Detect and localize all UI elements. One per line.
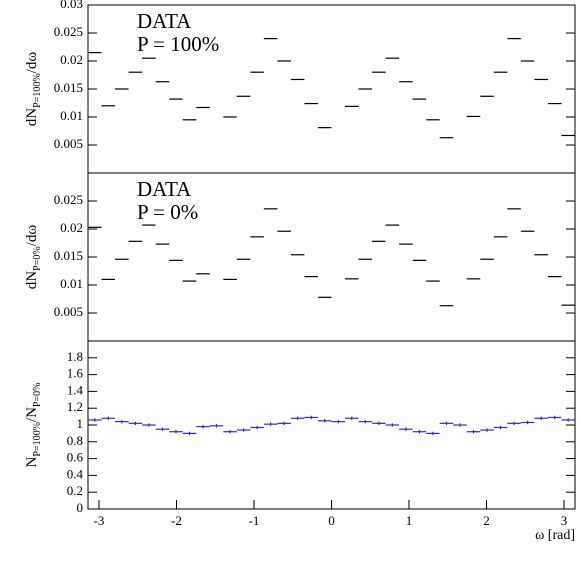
y-axis-title: dNP=0%/dω [24,225,43,290]
x-tick-label: 0 [328,513,335,528]
x-axis-title: ω [rad] [535,528,575,543]
plot-frame [87,340,576,510]
y-tick-label: 0.2 [67,483,83,498]
y-tick-label: 0.4 [67,466,84,481]
y-tick-label: 0.02 [60,220,83,235]
y-tick-label: 1 [77,416,84,431]
y-axis-title: dNP=100%/dω [24,52,43,127]
annotation: P = 100% [137,32,219,56]
y-tick-label: 0.015 [54,80,83,95]
y-tick-label: 0.01 [60,276,83,291]
y-tick-label: 0.015 [54,248,83,263]
annotation: DATA [137,9,192,33]
y-tick-label: 0.03 [60,0,83,11]
annotation: DATA [137,177,192,201]
y-axis-title-part: dN [24,108,40,127]
y-tick-label: 0.005 [54,304,83,319]
x-tick-label: 2 [483,513,490,528]
y-tick-label: 0.8 [67,433,83,448]
annotation: P = 0% [137,200,198,224]
y-axis-title-part: /dω [24,225,40,247]
y-axis-title-part: /N [24,407,40,422]
y-tick-label: 0.6 [67,450,84,465]
y-axis-title-part: N [24,456,40,467]
y-axis-title-part: P=100% [32,422,43,457]
y-axis-title-part: dN [24,271,40,290]
y-tick-label: 0.005 [54,136,83,151]
y-tick-label: 1.4 [67,382,84,397]
y-tick-label: 0.025 [54,192,83,207]
y-tick-label: 1.2 [67,399,83,414]
y-axis-title-part: P=100% [32,73,43,108]
y-axis-title: NP=100%/NP=0% [24,383,43,468]
x-tick-label: 1 [406,513,413,528]
y-tick-label: 0 [77,500,84,515]
y-tick-label: 0.02 [60,52,83,67]
y-axis-title-part: P=0% [32,383,43,408]
y-axis-title-part: /dω [24,52,40,74]
y-tick-label: 0.025 [54,24,83,39]
y-tick-label: 1.8 [67,349,83,364]
x-tick-label: -1 [249,513,260,528]
y-axis-title-part: P=0% [32,246,43,271]
y-tick-label: 0.01 [60,108,83,123]
y-tick-label: 1.6 [67,366,84,381]
x-tick-label: -3 [94,513,105,528]
x-tick-label: 3 [561,513,568,528]
x-tick-label: -2 [171,513,182,528]
